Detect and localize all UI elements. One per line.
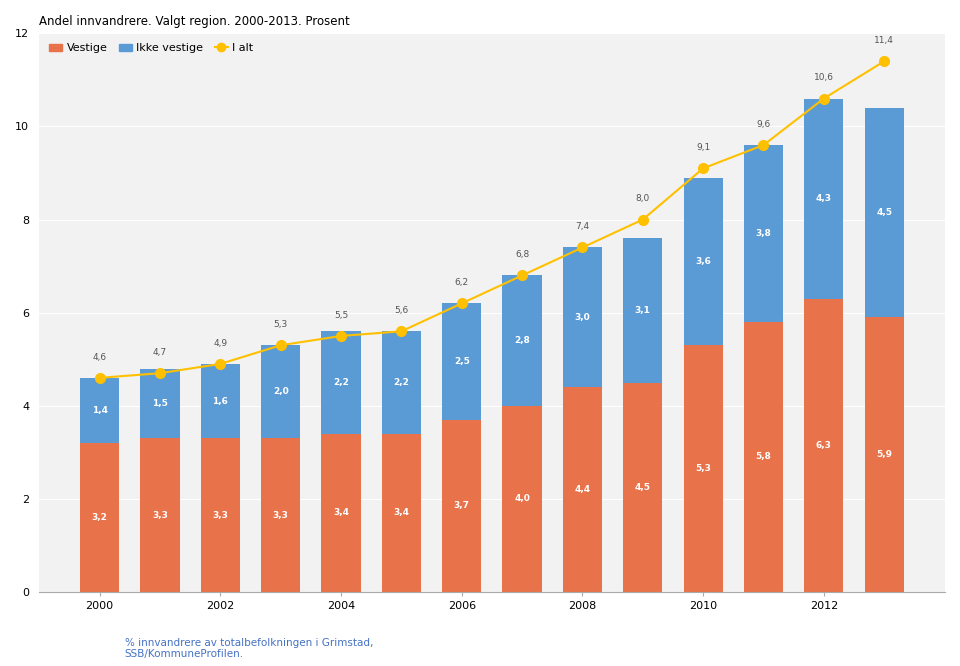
Text: 5,9: 5,9	[876, 450, 892, 459]
Text: 6,2: 6,2	[455, 278, 468, 287]
Bar	[684, 178, 723, 345]
Bar	[502, 276, 541, 406]
Text: 8,0: 8,0	[636, 194, 650, 203]
Bar	[261, 345, 300, 438]
Bar	[201, 364, 240, 438]
I alt	[577, 244, 588, 252]
Bar	[623, 382, 662, 592]
Text: 4,3: 4,3	[816, 194, 832, 203]
Text: 4,5: 4,5	[876, 208, 892, 217]
Text: 6,3: 6,3	[816, 441, 831, 450]
Text: 5,5: 5,5	[334, 310, 348, 320]
Text: 2,2: 2,2	[394, 378, 409, 387]
Text: 2,5: 2,5	[454, 357, 469, 366]
Bar	[322, 434, 361, 592]
Bar	[322, 331, 361, 434]
Bar	[261, 438, 300, 592]
Bar	[201, 438, 240, 592]
I alt	[215, 360, 227, 368]
Text: 3,8: 3,8	[756, 229, 772, 238]
Bar	[623, 238, 662, 382]
Text: 6,8: 6,8	[515, 250, 529, 259]
Bar	[140, 368, 180, 438]
Text: 4,6: 4,6	[92, 352, 107, 362]
Bar	[80, 378, 119, 443]
Bar	[443, 303, 481, 420]
Text: 5,3: 5,3	[274, 320, 288, 329]
Text: 4,9: 4,9	[213, 338, 228, 348]
I alt	[275, 341, 286, 349]
Line: I alt: I alt	[95, 57, 889, 383]
I alt	[396, 327, 407, 335]
Text: 2,2: 2,2	[333, 378, 349, 387]
Legend: Vestige, Ikke vestige, I alt: Vestige, Ikke vestige, I alt	[44, 39, 258, 58]
Bar	[865, 108, 903, 317]
I alt	[94, 374, 106, 382]
Text: 3,4: 3,4	[394, 508, 409, 517]
Bar	[684, 345, 723, 592]
Text: 4,5: 4,5	[635, 483, 651, 492]
Bar	[804, 99, 844, 299]
Bar	[865, 317, 903, 592]
Bar	[502, 406, 541, 592]
Text: 3,2: 3,2	[92, 513, 108, 522]
Text: 11,4: 11,4	[875, 36, 894, 45]
Text: 5,6: 5,6	[395, 306, 409, 315]
I alt	[757, 141, 769, 149]
I alt	[456, 299, 468, 307]
Bar	[80, 443, 119, 592]
I alt	[155, 369, 166, 377]
Bar	[744, 145, 783, 322]
Text: 10,6: 10,6	[814, 73, 834, 82]
Text: 4,7: 4,7	[153, 348, 167, 357]
Bar	[744, 322, 783, 592]
Text: 3,3: 3,3	[152, 511, 168, 519]
Text: 3,7: 3,7	[454, 501, 469, 510]
Text: 1,4: 1,4	[91, 406, 108, 415]
Text: % innvandrere av totalbefolkningen i Grimstad,
SSB/KommuneProfilen.: % innvandrere av totalbefolkningen i Gri…	[125, 638, 373, 659]
Bar	[804, 299, 844, 592]
Text: Andel innvandrere. Valgt region. 2000-2013. Prosent: Andel innvandrere. Valgt region. 2000-20…	[38, 15, 349, 28]
Text: 3,1: 3,1	[635, 306, 651, 315]
Text: 4,0: 4,0	[515, 494, 530, 503]
Bar	[382, 331, 421, 434]
Bar	[563, 387, 602, 592]
Text: 3,0: 3,0	[575, 313, 590, 322]
Text: 3,4: 3,4	[333, 508, 349, 517]
I alt	[335, 332, 347, 340]
Text: 9,1: 9,1	[696, 143, 710, 152]
Bar	[443, 420, 481, 592]
I alt	[637, 216, 649, 224]
Text: 3,6: 3,6	[695, 257, 711, 266]
Bar	[140, 438, 180, 592]
I alt	[818, 95, 829, 103]
Text: 1,5: 1,5	[152, 399, 168, 408]
Text: 3,3: 3,3	[273, 511, 289, 519]
Bar	[382, 434, 421, 592]
I alt	[697, 165, 708, 172]
Text: 1,6: 1,6	[212, 397, 228, 406]
Text: 7,4: 7,4	[575, 222, 589, 231]
Bar	[563, 248, 602, 387]
I alt	[878, 57, 890, 65]
Text: 3,3: 3,3	[212, 511, 228, 519]
Text: 5,3: 5,3	[695, 464, 711, 473]
Text: 4,4: 4,4	[574, 485, 590, 494]
Text: 2,0: 2,0	[273, 388, 289, 396]
Text: 2,8: 2,8	[515, 336, 530, 345]
Text: 5,8: 5,8	[756, 452, 772, 462]
Text: 9,6: 9,6	[756, 120, 771, 129]
I alt	[516, 272, 528, 280]
